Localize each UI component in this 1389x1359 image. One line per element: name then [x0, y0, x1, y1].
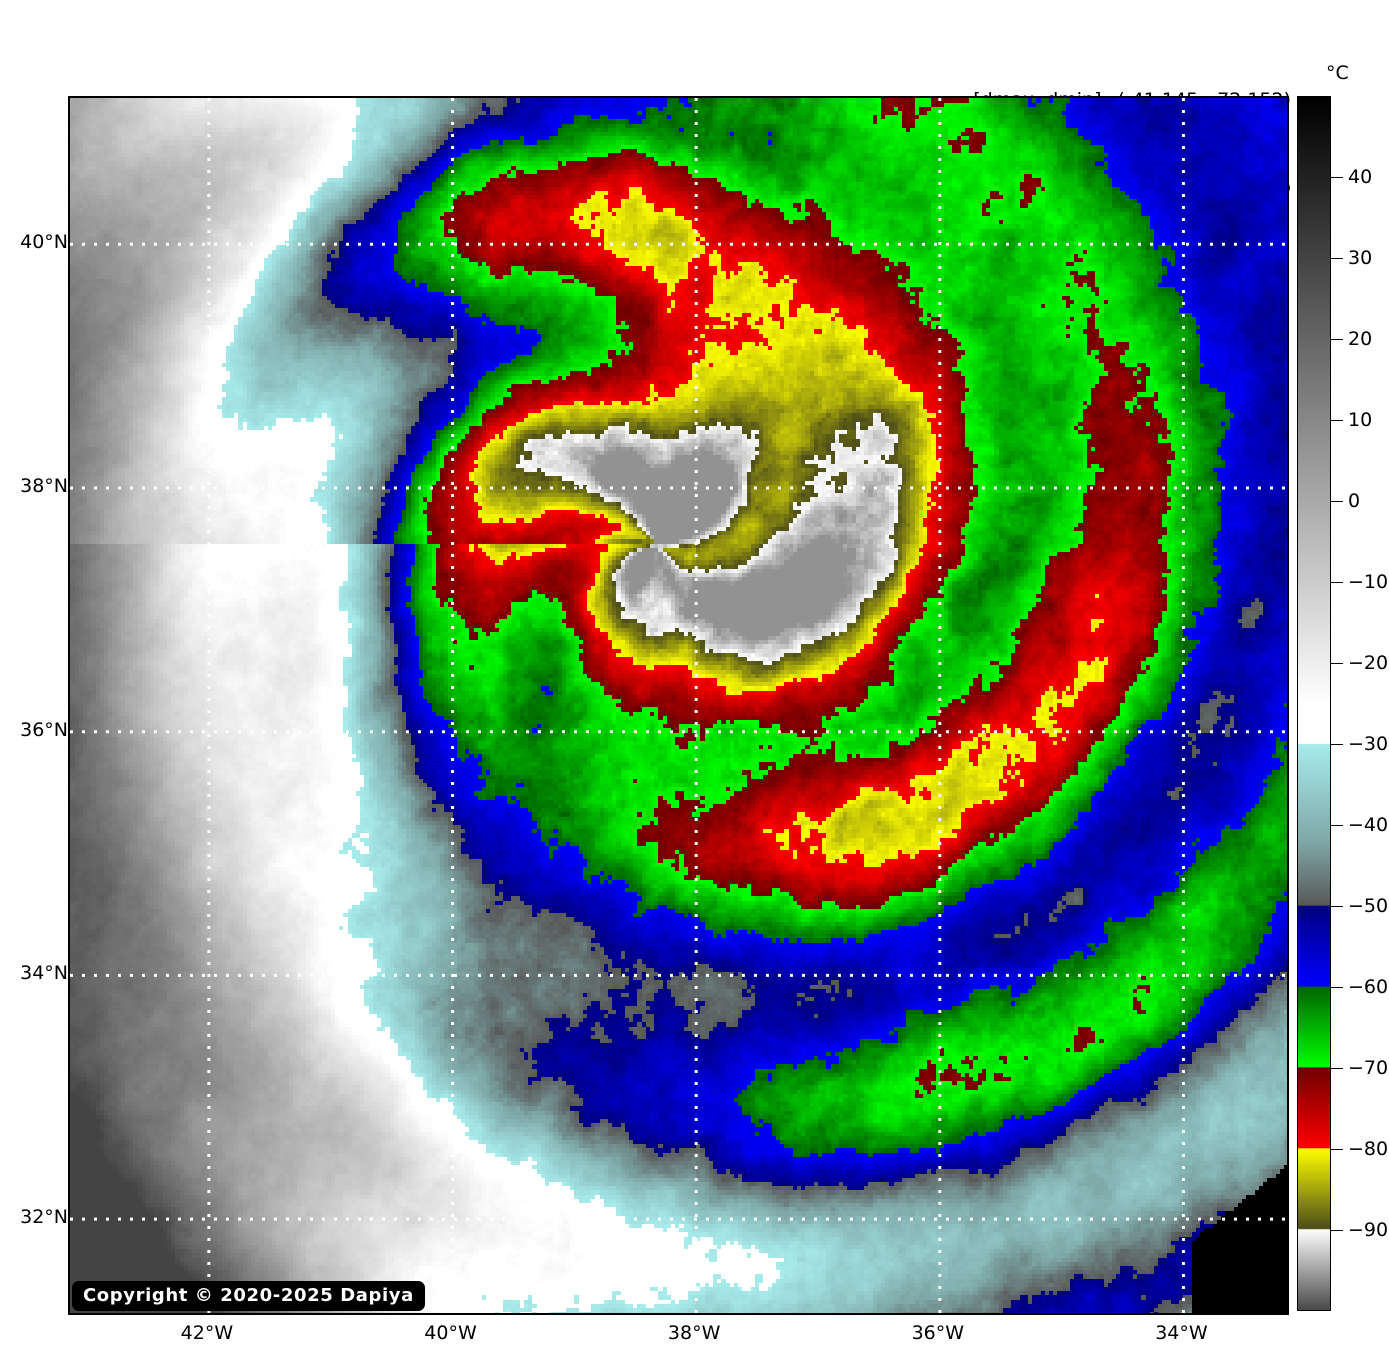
colorbar-label-40: 40 [1348, 166, 1373, 188]
colorbar-tick-mark [1331, 1068, 1343, 1069]
copyright-badge: Copyright © 2020-2025 Dapiya [72, 1281, 425, 1311]
latitude-tick-32: 32°N [20, 1206, 68, 1229]
colorbar-label-30: 30 [1348, 247, 1373, 269]
colorbar-gradient [1297, 96, 1331, 1311]
colorbar-label--30: −30 [1348, 733, 1389, 755]
colorbar-tick-mark [1331, 663, 1343, 664]
latitude-tick-38: 38°N [20, 474, 68, 497]
colorbar-label--50: −50 [1348, 895, 1389, 917]
colorbar-tick-mark [1331, 339, 1343, 340]
latitude-tick-36: 36°N [20, 718, 68, 741]
colorbar-tick-mark [1331, 906, 1343, 907]
longitude-tick-36: 36°W [911, 1322, 965, 1344]
colorbar-tick-mark [1331, 258, 1343, 259]
colorbar-tick-mark [1331, 582, 1343, 583]
colorbar-tick-mark [1331, 987, 1343, 988]
longitude-tick-42: 42°W [180, 1322, 234, 1344]
latitude-tick-34: 34°N [20, 962, 68, 985]
colorbar-tick-mark [1331, 744, 1343, 745]
longitude-tick-38: 38°W [667, 1322, 721, 1344]
colorbar-tick-mark [1331, 825, 1343, 826]
latitude-tick-40: 40°N [20, 231, 68, 254]
colorbar-label-10: 10 [1348, 409, 1373, 431]
colorbar-tick-mark [1331, 1230, 1343, 1231]
colorbar-tick-mark [1331, 177, 1343, 178]
colorbar-unit-label: °C [1326, 62, 1349, 84]
colorbar-label--20: −20 [1348, 652, 1389, 674]
temperature-colorbar[interactable] [1297, 96, 1331, 1311]
colorbar-label--90: −90 [1348, 1219, 1389, 1241]
colorbar-label--60: −60 [1348, 976, 1389, 998]
longitude-tick-34: 34°W [1155, 1322, 1208, 1344]
colorbar-label--40: −40 [1348, 814, 1389, 836]
colorbar-label--70: −70 [1348, 1057, 1389, 1079]
longitude-tick-40: 40°W [424, 1322, 477, 1344]
colorbar-label-0: 0 [1348, 490, 1361, 512]
colorbar-label--10: −10 [1348, 571, 1389, 593]
colorbar-tick-mark [1331, 1149, 1343, 1150]
colorbar-tick-mark [1331, 420, 1343, 421]
colorbar-label-20: 20 [1348, 328, 1373, 350]
colorbar-label--80: −80 [1348, 1138, 1389, 1160]
colorbar-tick-mark [1331, 501, 1343, 502]
satellite-plot-area[interactable] [68, 96, 1289, 1315]
infrared-imagery-canvas[interactable] [70, 98, 1287, 1313]
